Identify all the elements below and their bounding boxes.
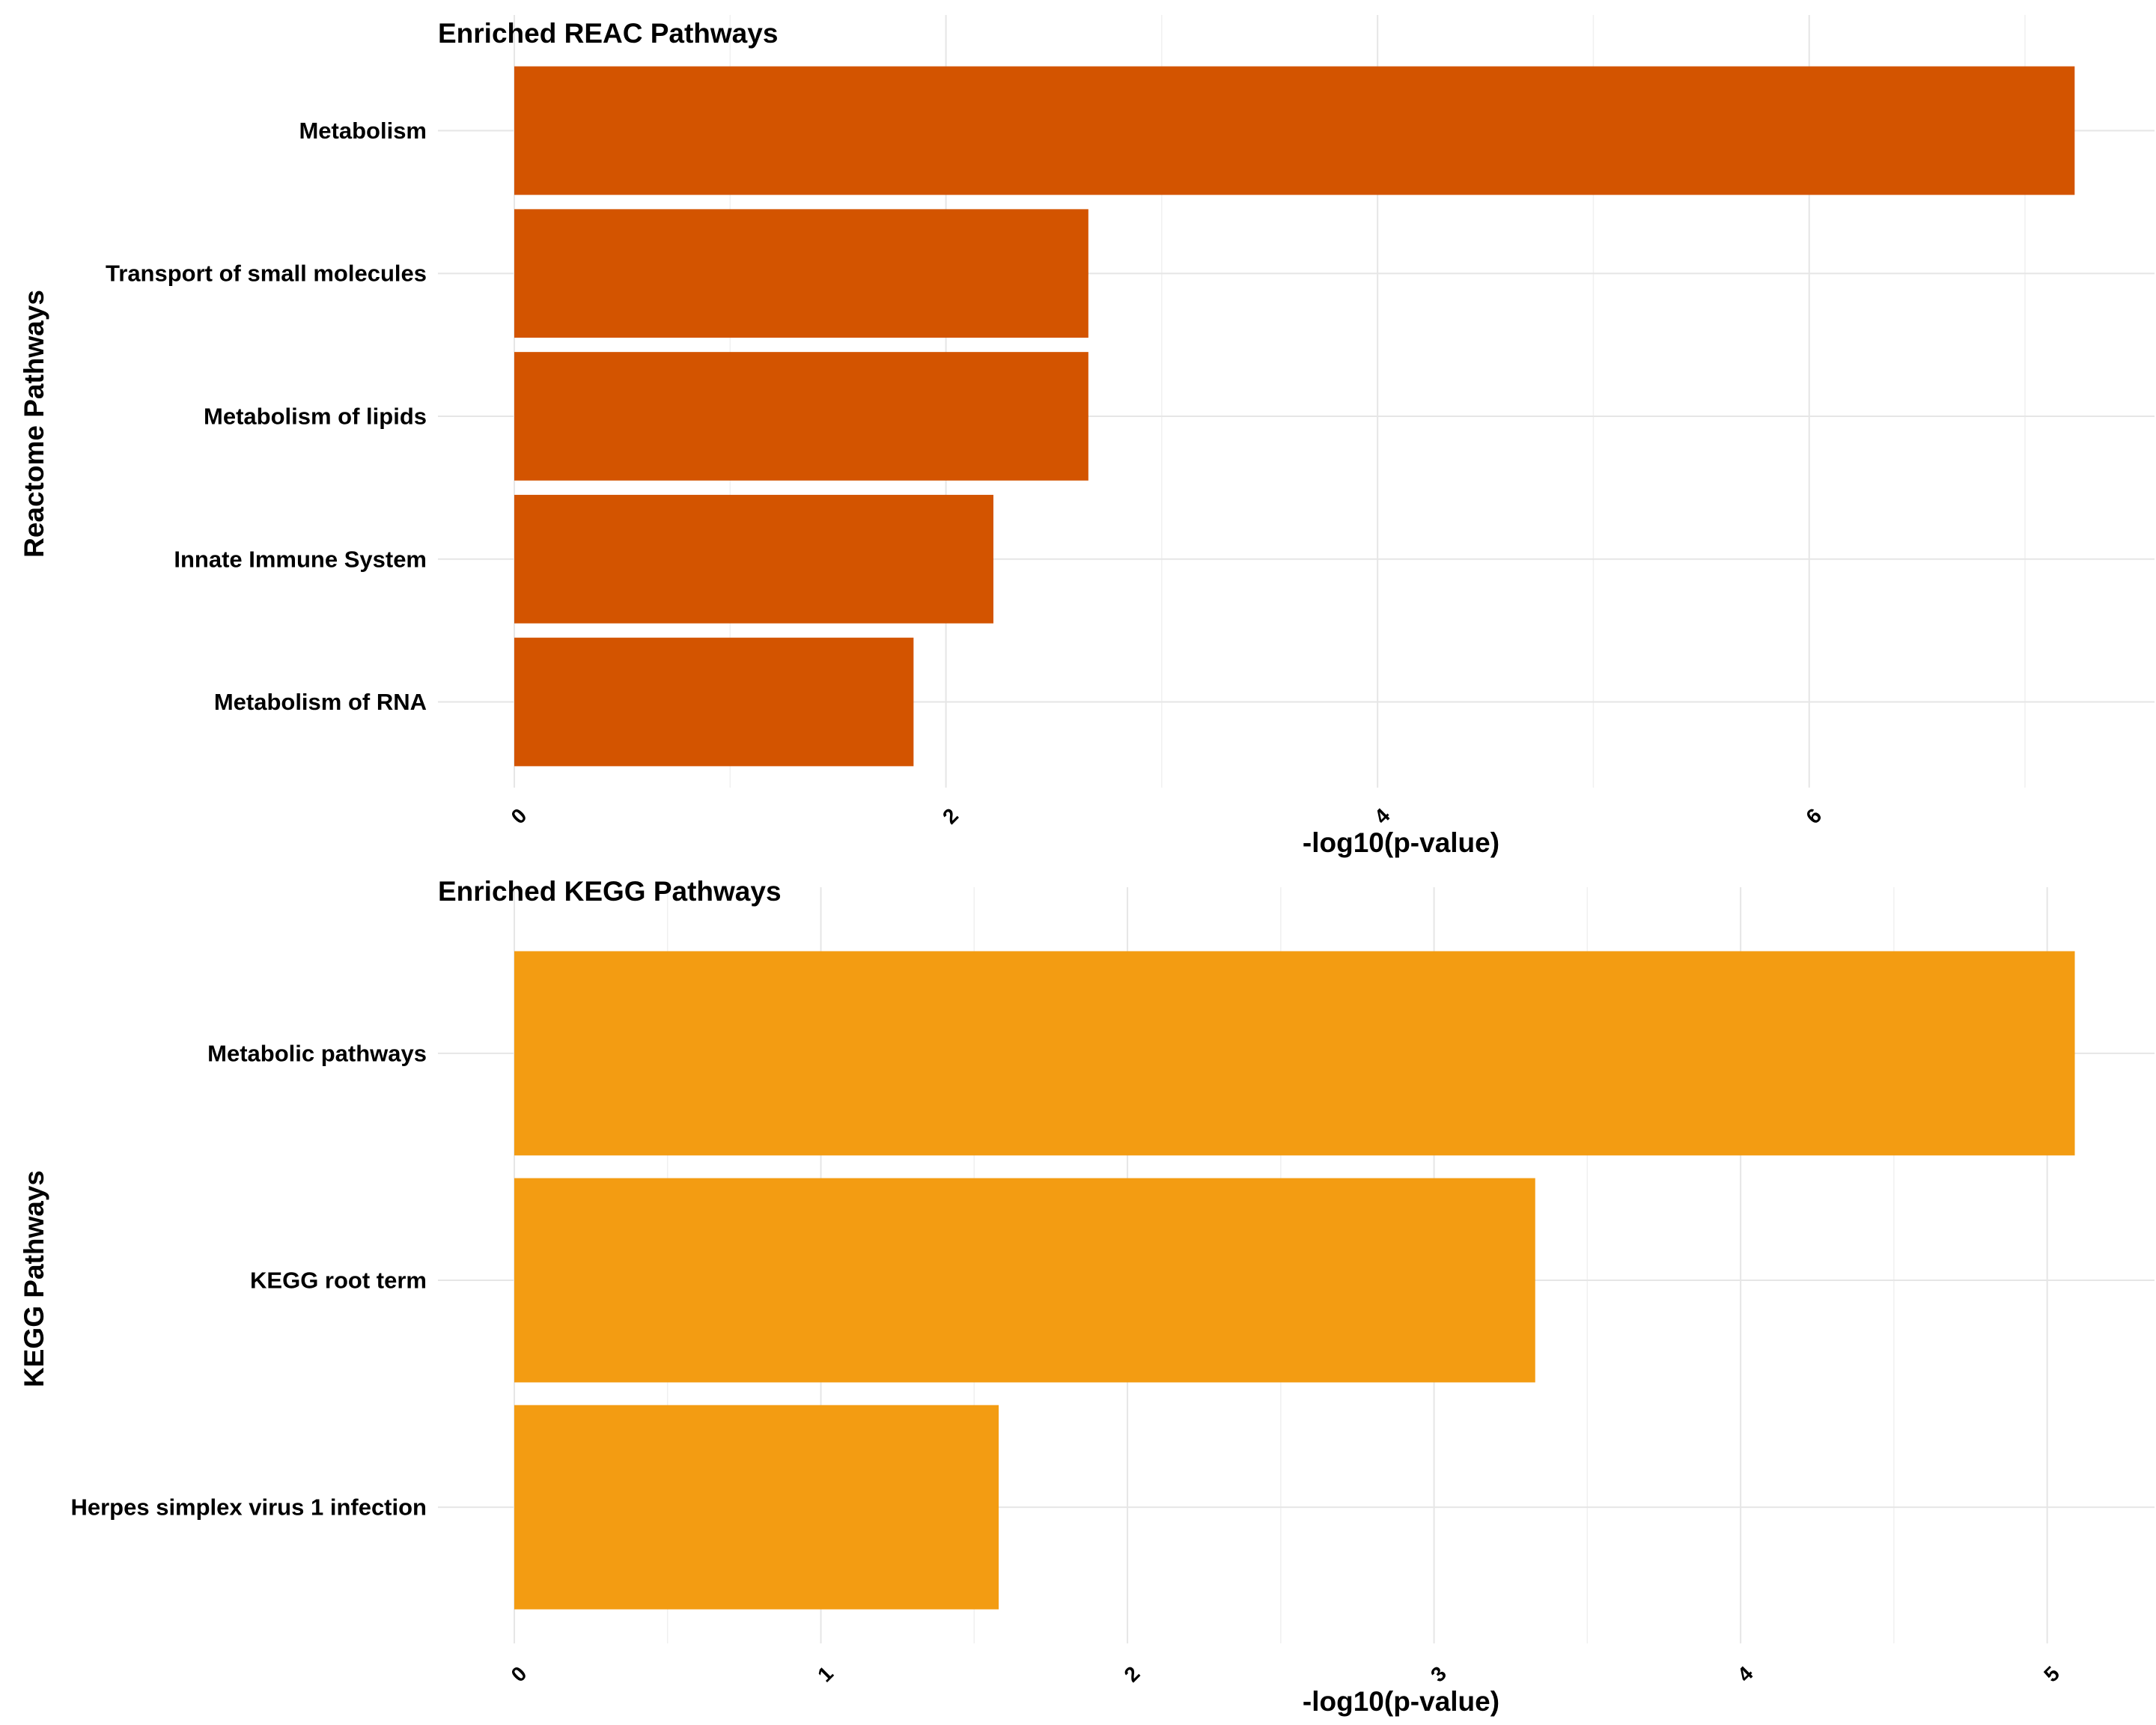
reactome-category-label: Metabolism of RNA	[214, 689, 427, 715]
reactome-chart-title: Enriched REAC Pathways	[438, 18, 778, 49]
reactome-bar	[514, 494, 994, 624]
reactome-x-tick-label: 4	[1370, 803, 1395, 828]
reactome-bar	[514, 209, 1088, 338]
reactome-category-label: Metabolism	[299, 118, 427, 144]
kegg-y-axis-title: KEGG Pathways	[19, 1170, 49, 1387]
kegg-category-label: KEGG root term	[250, 1268, 427, 1294]
kegg-x-tick-label: 0	[507, 1662, 532, 1687]
kegg-x-axis-title: -log10(p-value)	[1303, 1686, 1499, 1717]
reactome-x-tick-label: 6	[1801, 804, 1826, 829]
reactome-x-tick-label: 2	[938, 804, 963, 829]
reactome-chart-panel: Metabolism Transport of small molecules Me…	[19, 15, 2155, 858]
kegg-x-tick-label: 1	[813, 1662, 838, 1687]
kegg-x-tick-label: 5	[2039, 1662, 2064, 1687]
reactome-x-axis-title: -log10(p-value)	[1303, 827, 1499, 858]
kegg-x-tick-label: 4	[1733, 1661, 1758, 1686]
kegg-x-tick-label: 2	[1120, 1662, 1145, 1687]
reactome-x-tick-label: 0	[507, 804, 532, 829]
kegg-bar	[514, 1405, 999, 1610]
reactome-bar	[514, 352, 1088, 481]
kegg-category-label: Herpes simplex virus 1 infection	[70, 1494, 427, 1521]
reactome-category-label: Innate Immune System	[174, 546, 427, 572]
kegg-bar	[514, 951, 2075, 1156]
kegg-chart-panel: Metabolic pathways KEGG root term Herpes s…	[19, 876, 2155, 1717]
reactome-bar	[514, 66, 2075, 195]
kegg-category-label: Metabolic pathways	[207, 1040, 427, 1066]
reactome-bar	[514, 637, 914, 767]
reactome-category-label: Metabolism of lipids	[204, 404, 427, 430]
kegg-chart-title: Enriched KEGG Pathways	[438, 876, 782, 907]
reactome-y-axis-title: Reactome Pathways	[19, 290, 49, 558]
kegg-x-tick-label: 3	[1426, 1662, 1451, 1687]
reactome-category-label: Transport of small molecules	[106, 261, 427, 287]
kegg-bar	[514, 1178, 1535, 1383]
